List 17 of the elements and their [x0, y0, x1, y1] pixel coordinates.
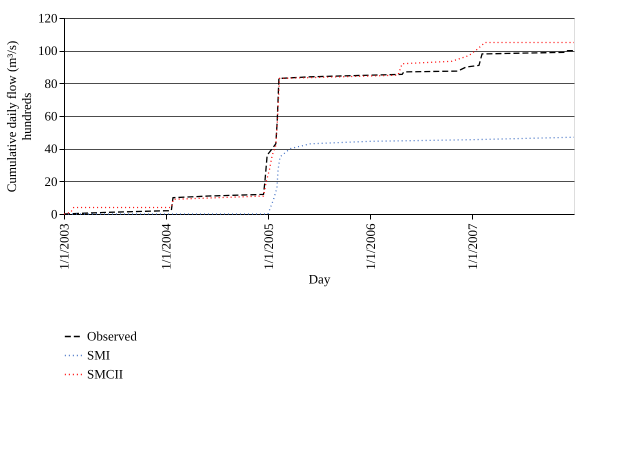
y-tick-label: 0 [51, 206, 58, 222]
x-axis-title: Day [308, 272, 331, 287]
legend-label: SMI [87, 348, 110, 362]
legend-label: Observed [87, 328, 138, 344]
x-tick-label: 1/1/2006 [362, 223, 378, 270]
y-tick-label: 60 [44, 108, 58, 124]
y-tick-label: 120 [38, 10, 58, 26]
x-tick-label: 1/1/2005 [260, 224, 276, 270]
x-tick-label: 1/1/2003 [56, 224, 72, 270]
y-tick-label: 20 [44, 174, 58, 189]
y-tick-label: 80 [44, 76, 58, 91]
y-axis-title: Cumulative daily flow (m³/s) hundreds [4, 40, 34, 192]
y-tick-label: 100 [38, 43, 58, 58]
x-tick-label: 1/1/2007 [464, 223, 480, 270]
x-tick-label: 1/1/2004 [158, 223, 174, 270]
legend-label: SMCII [87, 366, 124, 382]
y-tick-label: 40 [44, 141, 58, 156]
